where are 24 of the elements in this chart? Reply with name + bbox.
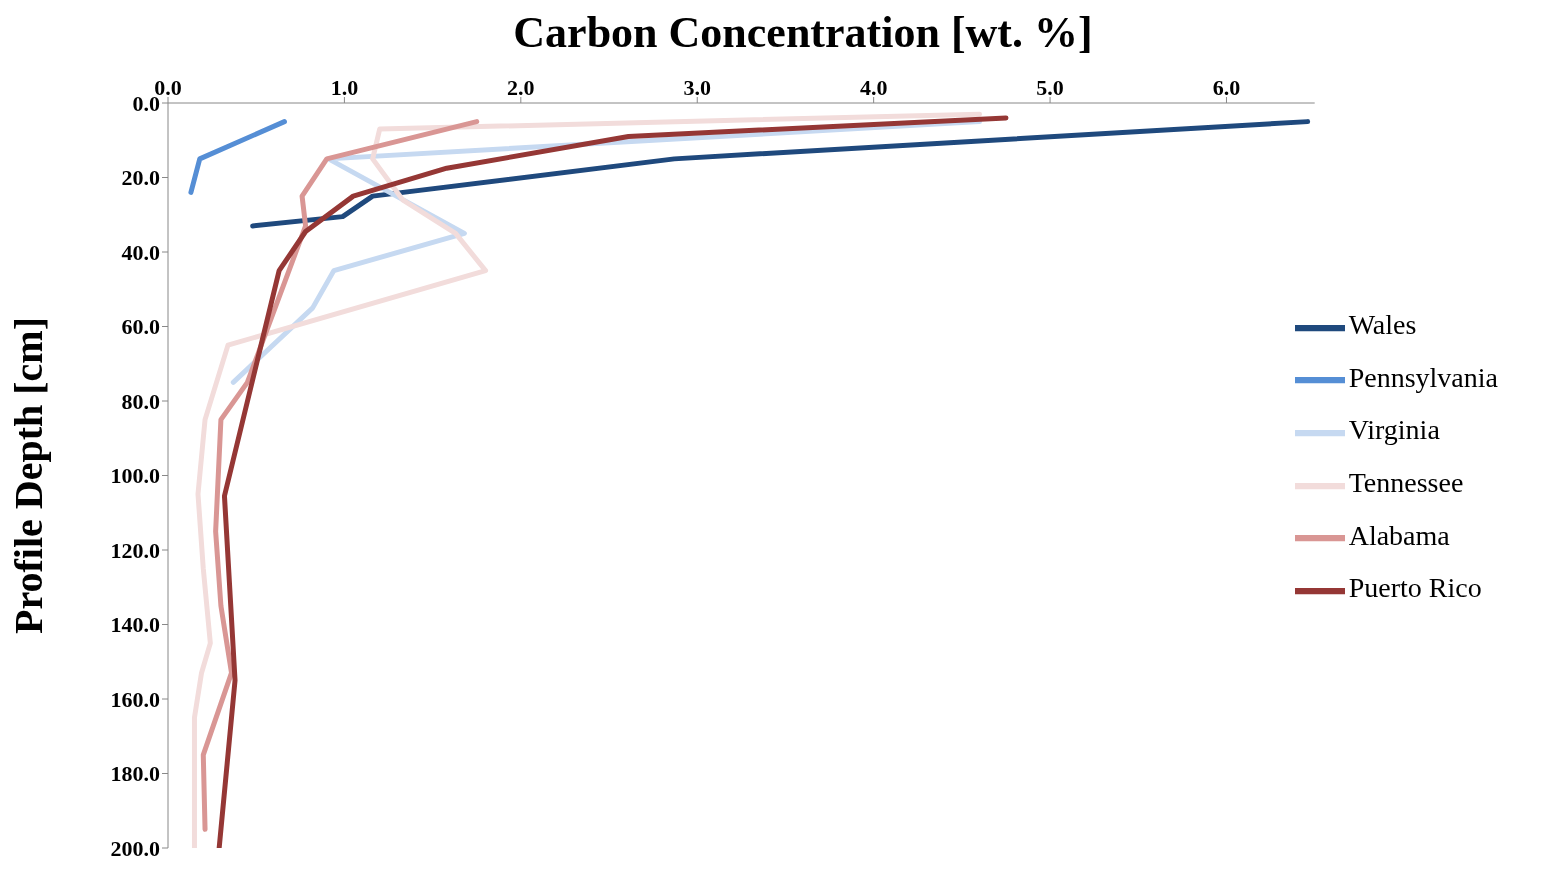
y-tick-label: 80.0: [121, 388, 160, 414]
legend-label: Alabama: [1348, 519, 1450, 551]
chart-title: Carbon Concentration [wt. %]: [512, 8, 1094, 58]
legend-label: Pennsylvania: [1348, 361, 1498, 393]
x-tick-label: 1.0: [330, 75, 359, 100]
y-tick-label: 40.0: [121, 239, 160, 265]
y-tick-label: 60.0: [121, 314, 160, 340]
y-tick-label: 200.0: [110, 835, 160, 861]
x-tick-label: 2.0: [507, 75, 535, 100]
y-tick-label: 100.0: [110, 463, 160, 489]
legend-label: Wales: [1348, 309, 1417, 341]
legend-label: Virginia: [1348, 414, 1440, 446]
x-tick-label: 4.0: [859, 75, 888, 100]
y-tick-label: 160.0: [110, 686, 160, 712]
y-tick-label: 140.0: [110, 612, 160, 638]
y-tick-label: 180.0: [110, 761, 160, 787]
y-axis-title: Profile Depth [cm]: [6, 317, 52, 634]
x-tick-label: 6.0: [1212, 75, 1241, 100]
legend-label: Tennessee: [1348, 467, 1464, 498]
x-tick-label: 5.0: [1036, 75, 1064, 100]
y-tick-label: 120.0: [110, 537, 160, 563]
y-tick-label: 20.0: [121, 165, 160, 191]
legend-label: Puerto Rico: [1348, 572, 1482, 604]
x-tick-label: 3.0: [683, 75, 711, 100]
